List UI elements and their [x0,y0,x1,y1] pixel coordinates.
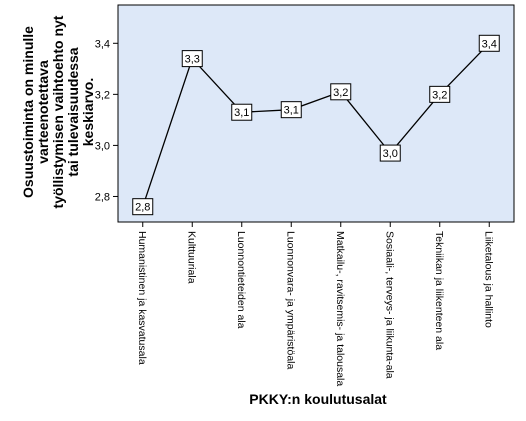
y-tick-label: 3,4 [95,38,110,50]
data-label-box [280,101,302,119]
data-label: 3,1 [234,107,249,119]
data-point: 3,1 [280,101,302,119]
data-label-box [181,50,203,68]
data-label-box [330,83,352,101]
y-tick-label: 2,8 [95,191,110,203]
y-axis: 2,8 3,0 3,2 3,4 [95,38,118,203]
y-tick-label: 3,2 [95,89,110,101]
data-label: 3,0 [383,148,398,160]
data-label-box [231,103,253,121]
x-tick-label: Tekniikan ja liikenteen ala [433,231,445,350]
y-tick-label: 3,0 [95,140,110,152]
data-label-box [429,85,451,103]
data-label-box [132,198,154,216]
series-line-group [142,42,490,207]
data-label: 3,2 [432,89,447,101]
x-tick-label: Matkailu-, ravitsemis- ja talousala [334,231,346,386]
y-axis-title-line: työllistymisen vaihtoehto nyt [50,15,66,208]
x-tick-label: Kulttuuriala [185,231,197,284]
y-axis-title-line: tai tulevaisuudessa [65,47,81,176]
data-label: 3,4 [482,38,497,50]
x-tick-label: Humanistinen ja kasvatusala [136,231,148,365]
data-point: 2,8 [132,198,154,216]
plot-area [117,4,515,223]
y-axis-title: Osuustoiminta on minullevarteenotettavat… [20,15,96,208]
data-point: 3,2 [330,83,352,101]
y-axis-title-line: varteenotettava [35,60,51,164]
data-point: 3,0 [379,144,401,162]
x-tick-label: Luonnontieteiden ala [235,231,247,329]
data-labels: 2,8 3,3 3,1 3,1 3,2 3,0 3,2 3,4 [132,34,500,216]
data-label: 3,2 [333,87,348,99]
data-label: 2,8 [135,202,150,214]
data-point: 3,4 [478,34,500,52]
y-axis-title-line: Osuustoiminta on minulle [20,26,36,198]
x-axis-title: PKKY:n koulutusalat [249,391,387,407]
data-point: 3,1 [231,103,253,121]
x-axis: Humanistinen ja kasvatusala Kulttuuriala L… [136,222,494,386]
series-line [142,42,490,207]
data-label-box [478,34,500,52]
data-label: 3,1 [284,105,299,117]
data-label: 3,3 [185,54,200,66]
y-axis-title-line: keskiarvo. [80,78,96,147]
data-point: 3,3 [181,50,203,68]
data-point: 3,2 [429,85,451,103]
x-tick-label: Luonnonvara- ja ympäristöala [284,231,296,369]
x-tick-label: Sosiaali-, terveys- ja liikunta-ala [383,231,395,379]
x-tick-label: Liiketalous ja hallinto [482,231,494,328]
data-label-box [379,144,401,162]
